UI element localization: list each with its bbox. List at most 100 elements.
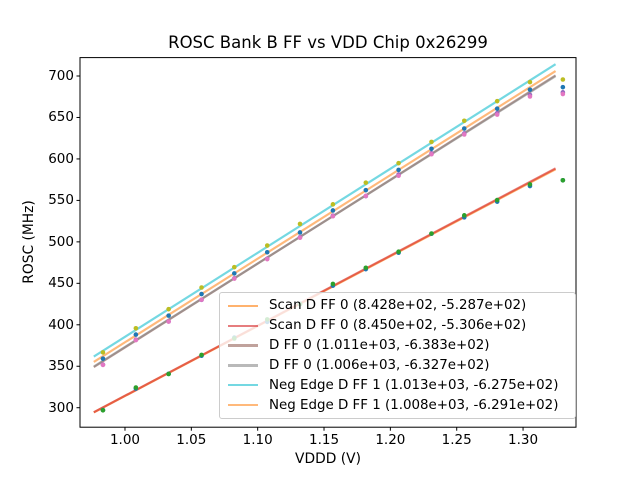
legend-line-swatch bbox=[228, 304, 258, 308]
fit-line-series-2 bbox=[93, 167, 557, 414]
legend-entry: D FF 0 (1.011e+03, -6.383e+02) bbox=[228, 338, 567, 353]
data-point-series-5 bbox=[264, 243, 270, 248]
legend-line-swatch bbox=[228, 364, 258, 367]
data-point-series-2 bbox=[330, 281, 336, 287]
data-point-series-6 bbox=[560, 84, 566, 90]
y-axis-label: ROSC (MHz) bbox=[21, 200, 37, 284]
data-point-series-6 bbox=[133, 332, 139, 337]
data-point-series-5 bbox=[429, 139, 434, 145]
legend-entry: Scan D FF 0 (8.450e+02, -5.306e+02) bbox=[228, 318, 567, 333]
x-axis-label: VDDD (V) bbox=[295, 451, 361, 467]
y-tick-label: 450 bbox=[48, 275, 74, 292]
data-point-series-5 bbox=[461, 118, 467, 124]
data-point-series-5 bbox=[560, 77, 566, 82]
data-point-series-6 bbox=[396, 167, 401, 173]
data-point-series-2 bbox=[494, 197, 500, 203]
data-point-series-4 bbox=[297, 235, 303, 241]
data-point-series-2 bbox=[133, 385, 139, 390]
y-tick-label: 700 bbox=[48, 68, 74, 84]
y-tick-label: 300 bbox=[48, 399, 74, 416]
legend-label: Neg Edge D FF 1 (1.013e+03, -6.275e+02) bbox=[269, 377, 559, 393]
y-tick-label: 550 bbox=[48, 192, 74, 209]
legend-label: Neg Edge D FF 1 (1.008e+03, -6.291e+02) bbox=[269, 397, 559, 413]
data-point-series-2 bbox=[363, 265, 369, 271]
data-point-series-6 bbox=[297, 230, 303, 235]
data-point-series-6 bbox=[264, 249, 270, 255]
fit-line-series-6 bbox=[93, 70, 557, 363]
data-point-series-6 bbox=[330, 208, 336, 213]
y-tick-label: 350 bbox=[48, 358, 74, 375]
fit-line-series-5 bbox=[93, 63, 557, 358]
data-point-series-5 bbox=[232, 264, 237, 270]
data-point-series-4 bbox=[264, 256, 270, 262]
data-point-series-2 bbox=[461, 213, 467, 218]
legend-label: Scan D FF 0 (8.428e+02, -5.287e+02) bbox=[269, 298, 527, 314]
data-point-series-6 bbox=[166, 313, 171, 318]
data-point-series-4 bbox=[232, 276, 237, 281]
data-point-series-2 bbox=[560, 177, 566, 183]
data-point-series-2 bbox=[527, 182, 533, 187]
data-point-series-5 bbox=[396, 160, 401, 166]
data-point-series-4 bbox=[527, 94, 533, 99]
x-tick-label: 1.05 bbox=[176, 432, 207, 448]
data-point-series-5 bbox=[297, 221, 303, 227]
data-point-series-6 bbox=[461, 126, 467, 131]
data-point-series-5 bbox=[527, 79, 533, 85]
data-point-series-4 bbox=[199, 297, 204, 302]
data-point-series-6 bbox=[494, 106, 500, 111]
y-tick-label: 500 bbox=[48, 233, 74, 250]
legend-line-swatch bbox=[228, 384, 258, 387]
data-point-series-4 bbox=[396, 173, 401, 179]
data-point-series-4 bbox=[429, 151, 434, 157]
data-point-series-6 bbox=[199, 291, 204, 297]
data-point-series-2 bbox=[199, 352, 204, 358]
legend-line-swatch bbox=[228, 403, 258, 407]
data-point-series-4 bbox=[166, 319, 171, 324]
x-tick-label: 1.25 bbox=[441, 432, 472, 448]
data-point-series-5 bbox=[494, 98, 500, 104]
x-tick-label: 1.20 bbox=[375, 432, 406, 448]
data-point-series-5 bbox=[166, 306, 171, 312]
data-point-series-2 bbox=[429, 231, 434, 236]
legend-line-swatch bbox=[228, 344, 258, 347]
y-tick-label: 400 bbox=[48, 316, 74, 333]
data-point-series-6 bbox=[527, 87, 533, 92]
data-point-series-4 bbox=[100, 362, 106, 368]
data-point-series-5 bbox=[199, 285, 204, 290]
data-point-series-2 bbox=[396, 249, 401, 254]
data-point-series-2 bbox=[100, 408, 106, 413]
legend: Scan D FF 0 (8.428e+02, -5.287e+02) Scan … bbox=[219, 292, 576, 419]
legend-line-swatch bbox=[228, 324, 258, 327]
fit-line-series-4 bbox=[93, 75, 557, 368]
x-tick-label: 1.00 bbox=[109, 432, 140, 448]
data-point-series-5 bbox=[363, 180, 369, 185]
x-tick-label: 1.15 bbox=[308, 432, 340, 448]
data-point-series-5 bbox=[100, 350, 106, 355]
data-point-series-4 bbox=[133, 337, 139, 343]
data-point-series-6 bbox=[363, 187, 369, 193]
data-point-series-5 bbox=[330, 202, 336, 207]
data-point-series-4 bbox=[560, 91, 566, 97]
data-point-series-5 bbox=[133, 325, 139, 331]
axes-spines bbox=[79, 57, 577, 428]
chart-title: ROSC Bank B FF vs VDD Chip 0x26299 bbox=[168, 33, 488, 52]
data-point-series-4 bbox=[494, 112, 500, 117]
data-point-series-2 bbox=[166, 371, 171, 377]
legend-entry: Neg Edge D FF 1 (1.013e+03, -6.275e+02) bbox=[228, 378, 567, 393]
data-point-series-4 bbox=[330, 213, 336, 219]
data-point-series-4 bbox=[363, 193, 369, 199]
legend-entry: D FF 0 (1.006e+03, -6.327e+02) bbox=[228, 358, 567, 373]
data-point-series-4 bbox=[461, 132, 467, 137]
data-point-series-6 bbox=[429, 146, 434, 152]
y-tick-label: 600 bbox=[48, 150, 74, 167]
legend-label: D FF 0 (1.006e+03, -6.327e+02) bbox=[269, 357, 490, 373]
legend-label: D FF 0 (1.011e+03, -6.383e+02) bbox=[269, 338, 490, 354]
legend-entry: Neg Edge D FF 1 (1.008e+03, -6.291e+02) bbox=[228, 398, 567, 413]
data-point-series-6 bbox=[232, 271, 237, 276]
legend-entry: Scan D FF 0 (8.428e+02, -5.287e+02) bbox=[228, 298, 567, 313]
data-point-series-6 bbox=[100, 356, 106, 361]
legend-label: Scan D FF 0 (8.450e+02, -5.306e+02) bbox=[269, 318, 527, 334]
y-tick-label: 650 bbox=[48, 109, 74, 126]
